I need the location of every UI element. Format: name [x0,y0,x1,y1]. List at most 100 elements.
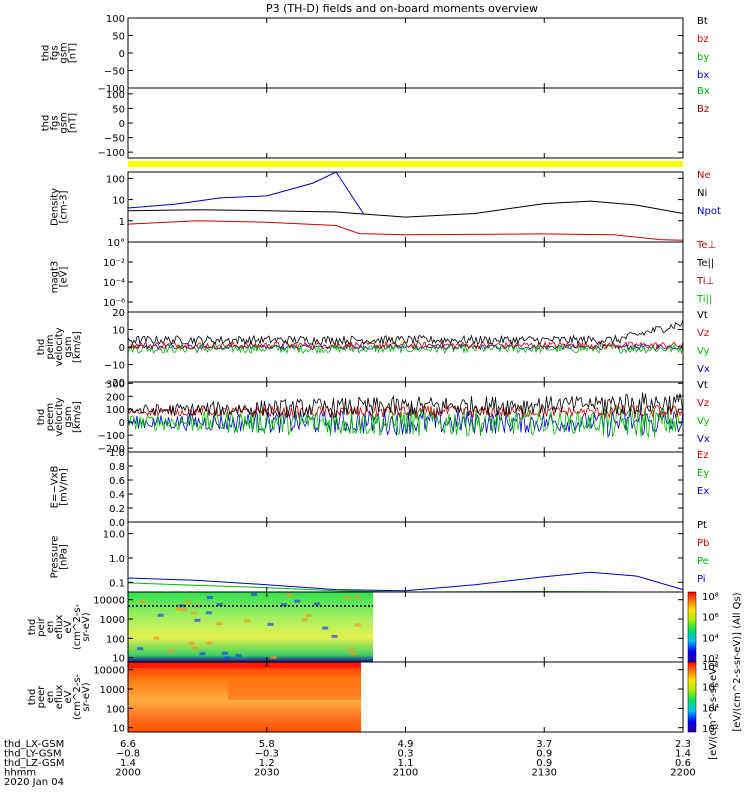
peer-spectrogram-pixel [228,682,361,700]
y-axis-label-line: [nPa] [59,544,70,570]
y-axis-label-line: thd [36,339,47,356]
peim-velocity-trace-3 [127,319,684,346]
colorbar-label: [eV/(cm^2-s-sr-eV)] (All Qs) [732,592,743,731]
y-tick-label: 10 [112,654,125,665]
y-tick-label: 100 [106,174,125,185]
y-axis-label-line: Pressure [50,536,61,579]
series-Ne [127,220,684,241]
footer-value: 3.7 [536,739,552,750]
y-axis-label-line: fgs [50,115,61,130]
legend-entry: Ni [697,188,707,199]
peer-spectrogram-pixel [128,662,361,668]
legend-entry: Te⊥ [696,240,716,251]
y-axis-label-line: fgs [50,45,61,60]
peir-spectrogram-pixel [294,599,301,603]
peir-spectrogram-pixel [185,600,192,604]
peir-spectrogram-pixel [139,599,146,603]
footer-value: 2200 [670,768,695,779]
colorbar-tick-label: 10² [702,724,719,735]
panel-density: 100 10 1 Density[cm-3] Ne Ni Npot [50,170,721,243]
legend-entry: Vt [697,380,708,391]
y-tick-label: −10 [104,361,125,372]
peir-spectrogram-pixel [331,634,338,638]
y-axis-label-line: velocity [54,327,65,366]
footer-value: 2000 [115,768,140,779]
panel-frame [127,171,684,243]
panel-peer-spectrogram: 10000 1000 100 10 thdpeerenefluxeV(cm^2-s-sr… [27,661,684,735]
panel-frame [127,241,684,313]
footer-value: −0.8 [116,749,140,760]
peir-spectrogram-pixel [301,618,308,622]
footer-value: 4.9 [398,739,414,750]
y-axis-label-line: thd [27,619,38,636]
peir-spectrogram-pixel [194,618,201,622]
colorbar-label-2: [eV/(cm^2-s-sr-eV)] [708,660,719,760]
legend-entry: Ti|| [696,294,712,305]
footer-value: 0.9 [536,758,552,769]
panel-efield: 1.0 0.8 0.6 0.4 0.2 0.0 E=−VxB[mV/m] Ez Ey Ex [50,448,710,529]
y-tick-label: 1000 [100,685,125,696]
footer-row-label: hhmm [4,768,36,779]
legend-entry: bx [697,70,709,81]
colorbar-label-text: [eV/(cm^2-s-sr-eV)] (All Qs) [732,592,743,731]
colorbar-tick-label: 10⁸ [702,662,719,673]
legend-entry: Vy [697,346,710,357]
peir-spectrogram-pixel [181,608,188,612]
y-axis-label-line: en [45,691,56,704]
peir-spectrogram-pixel [199,652,206,656]
y-tick-label: 200 [106,392,125,403]
quality-flag-bar [128,161,683,167]
footer-row-label: thd_LY-GSM [4,749,61,760]
peir-spectrogram-pixel [280,603,287,607]
y-tick-label: 100 [106,405,125,416]
peir-spectrogram-pixel [137,647,144,651]
footer-value: 6.6 [120,739,136,750]
colorbar-tick-label: 10⁶ [702,613,719,624]
peir-spectrogram-pixel [347,648,354,652]
peir-spectrogram-pixel [175,607,182,611]
legend-entry: Ti⊥ [696,276,714,287]
y-tick-label: −50 [104,134,125,145]
panel-peir-spectrogram: 10000 1000 100 10 thdpeirenefluxeV(cm^2-s-sr… [27,591,684,665]
y-axis-label-line: sr-eV) [81,682,92,711]
peir-spectrogram-pixel [267,622,274,626]
panel-frame [127,451,684,523]
panel-temperature: 10° 10⁻² 10⁻⁴ 10⁻⁶ magt3[eV] Te⊥ Te|| Ti⊥ Ti|| [50,238,716,313]
footer-value: 1.4 [675,749,691,760]
y-tick-label: 50 [112,104,125,115]
colorbar-1 [687,661,697,733]
panel-frame [127,87,684,159]
y-axis-label-line: [eV] [59,267,70,288]
peir-spectrogram-pixel [251,592,258,596]
footer-value: 0.9 [536,749,552,760]
y-tick-label: 1 [119,217,125,228]
y-axis-label-line: peem [45,403,56,431]
y-tick-label: 0 [119,49,125,60]
y-axis-label: magt3[eV] [50,261,70,294]
y-axis-label-line: eflux [54,615,65,640]
y-axis-label-line: gsm [63,406,74,427]
peir-spectrogram-pixel [224,656,231,660]
y-axis-label-line: [mV/m] [59,468,70,506]
plot-title: P3 (TH-D) fields and on-board moments ov… [266,2,538,15]
y-axis-label-line: Density [50,188,61,226]
panel-pressure: 10.0 1.0 0.1 Pressure[nPa] Pt Pb Pe Pi [50,520,709,593]
panels: 100500−50−100thdfgsgsm[nT]Btbzbybx100500… [27,14,721,735]
footer-value: 5.8 [259,739,275,750]
y-axis-label-line: thd [41,115,52,132]
legend-entry: Pt [697,520,707,531]
y-tick-label: 50 [112,32,125,43]
peir-spectrogram-pixel [216,602,223,606]
peir-spectrogram-pixel [221,651,228,655]
y-tick-label: 0 [119,418,125,429]
peem-velocity-trace-3 [127,392,684,419]
peir-spectrogram-pixel [206,595,213,599]
peir-spectrogram-pixel [270,656,277,660]
y-tick-label: 100 [106,14,125,25]
